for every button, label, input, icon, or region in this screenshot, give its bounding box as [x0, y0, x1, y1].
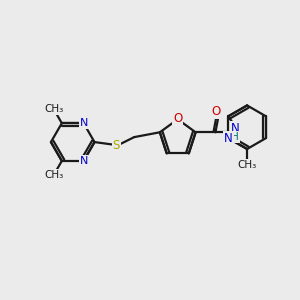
Text: N: N	[80, 156, 88, 166]
Text: O: O	[212, 105, 221, 118]
Text: S: S	[112, 139, 120, 152]
Text: CH₃: CH₃	[238, 160, 257, 170]
Text: CH₃: CH₃	[44, 170, 64, 180]
Text: N: N	[80, 118, 88, 128]
Text: N: N	[224, 132, 233, 145]
Text: N: N	[231, 122, 240, 135]
Text: CH₃: CH₃	[44, 104, 64, 115]
Text: O: O	[173, 112, 182, 125]
Text: H: H	[231, 132, 239, 142]
